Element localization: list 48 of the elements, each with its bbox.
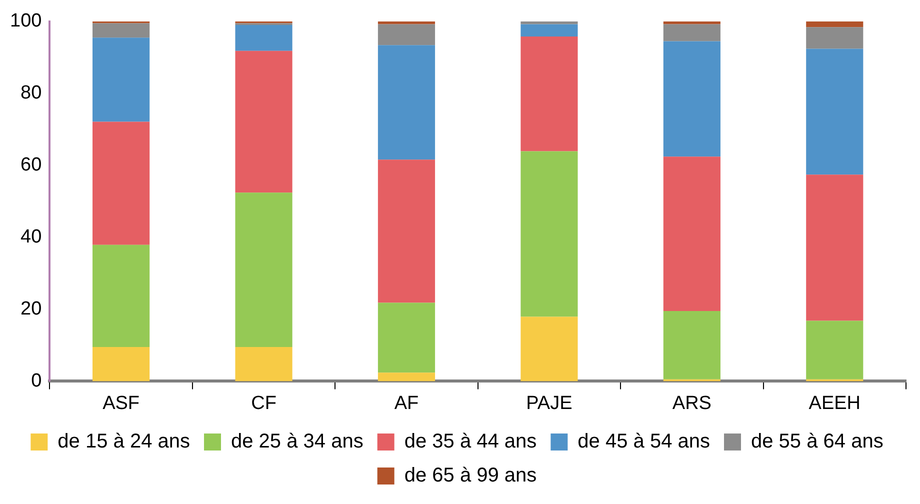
x-tick-label: AEEH <box>808 392 861 414</box>
bar <box>92 23 150 38</box>
bar <box>663 311 720 380</box>
bar <box>520 24 578 37</box>
bar <box>92 244 150 348</box>
y-tick-label: 80 <box>20 82 42 104</box>
bar <box>520 151 578 317</box>
bar <box>92 38 150 122</box>
legend-label: de 55 à 64 ans <box>751 430 884 453</box>
bar <box>378 24 436 46</box>
y-tick-label: 60 <box>20 154 42 176</box>
legend-label: de 45 à 54 ans <box>578 430 710 453</box>
x-tick-label: CF <box>251 392 276 414</box>
bar <box>806 21 864 28</box>
y-tick-label: 40 <box>20 226 42 248</box>
bar <box>378 45 436 160</box>
x-tick-label: AF <box>394 392 419 414</box>
bar <box>806 48 864 175</box>
x-tick-label: ASF <box>102 392 140 414</box>
bar <box>520 21 578 24</box>
y-tick-label: 100 <box>10 10 42 32</box>
bar <box>235 192 292 348</box>
bar <box>92 122 150 245</box>
bar <box>235 347 292 382</box>
y-tick-label: 20 <box>20 298 42 320</box>
bar <box>806 320 864 380</box>
bar <box>663 41 720 157</box>
bar <box>92 347 150 382</box>
bar <box>806 174 864 321</box>
x-tick-label: PAJE <box>526 392 572 414</box>
legend-label: de 15 à 24 ans <box>58 430 190 453</box>
legend-label: de 65 à 99 ans <box>404 464 537 487</box>
bar <box>663 24 720 42</box>
bar <box>235 25 292 51</box>
bar <box>520 316 578 382</box>
bar <box>806 27 864 49</box>
bar <box>235 50 292 193</box>
x-tick-label: ARS <box>672 392 712 414</box>
legend-label: de 25 à 34 ans <box>231 430 364 453</box>
bar <box>378 302 436 373</box>
bar <box>378 160 436 303</box>
bar <box>520 36 578 152</box>
bar <box>378 372 436 382</box>
y-tick-label: 0 <box>31 370 42 392</box>
bar <box>663 21 720 24</box>
bar <box>378 21 436 24</box>
bar <box>663 156 720 312</box>
legend-label: de 35 à 44 ans <box>404 430 537 453</box>
